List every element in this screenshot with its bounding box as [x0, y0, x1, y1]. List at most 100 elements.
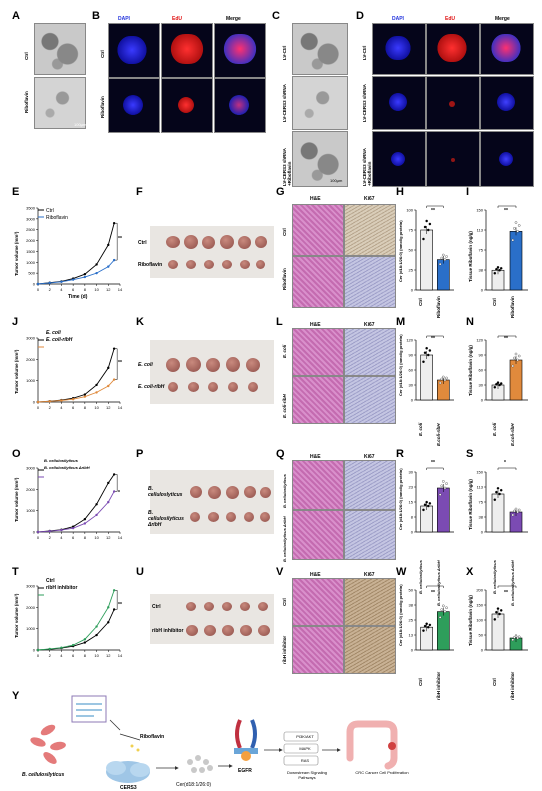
col-ki67: Ki67 [364, 454, 375, 460]
x-tick-label: 14 [118, 653, 123, 658]
y-tick-label: 2000 [26, 605, 36, 610]
y-tick-label: 90 [479, 353, 484, 358]
he-ecoli [292, 328, 344, 376]
x-tick-label: 14 [118, 287, 123, 292]
data-point [107, 384, 110, 388]
cer-bar-chart-r: 0 8 15 23 30 [409, 467, 454, 535]
data-point [112, 347, 116, 350]
legend-ribh-inhibitor: ribH inhibitor [46, 585, 78, 591]
merge-lv-ctrl [480, 23, 534, 75]
tumor-photo-p [150, 470, 274, 534]
row-label-ctrl: Ctrl [138, 240, 147, 246]
data-point [516, 358, 519, 362]
x-tick-label: 8 [84, 405, 87, 410]
row-label-riboflavin: Riboflavin [282, 268, 287, 290]
significance: ** [118, 360, 122, 366]
scale-label: 100µm [330, 178, 343, 183]
pathway-ras: RAS [300, 758, 310, 763]
x-label-riboflavin: Riboflavin [436, 296, 441, 318]
y-tick-label: 113 [477, 228, 484, 233]
data-point [495, 383, 498, 386]
data-point [496, 381, 500, 385]
x-tick-label: 12 [106, 287, 111, 292]
he-b-cellulosilyticus-ribh [292, 510, 344, 560]
panel-label-o: O [12, 448, 21, 460]
panel-label-y: Y [12, 690, 20, 702]
ki67-ctrl [344, 204, 396, 256]
row-label-lv-ctrl: LV-Ctrl [362, 45, 367, 60]
row-label-lv-cers3-ribo: LV-CERS3 shRNA +Riboflavin [282, 148, 292, 186]
data-point [83, 273, 87, 276]
data-point [71, 643, 75, 647]
y-tick-label: 1000 [26, 508, 36, 513]
tumor [255, 236, 267, 248]
data-point [422, 629, 425, 632]
tumor [166, 358, 180, 372]
x-tick-label: 2 [49, 535, 52, 540]
x-tick-label: 4 [60, 653, 63, 658]
significance: ** [118, 236, 122, 242]
tumor [204, 625, 216, 636]
data-point [112, 473, 116, 476]
significance: ** [504, 208, 508, 214]
data-point [499, 488, 503, 492]
y-tick-label: 25 [409, 618, 414, 623]
series-line [37, 223, 115, 285]
data-point [107, 265, 110, 268]
downstream-label: Downstream Signaling Pathways [286, 770, 328, 780]
tumor [258, 602, 268, 611]
row-label-ecoli-ribh: E. coli-ribH [282, 394, 287, 418]
data-point [95, 383, 98, 387]
x-tick-label: 0 [37, 405, 40, 410]
riboflavin-bar-chart-x: 0 50 100 150 200 [476, 585, 528, 653]
data-point [517, 224, 521, 227]
col-he: H&E [310, 454, 321, 460]
row-label-lv-cers3-ribo: LV-CERS3 shRNA +Riboflavin [362, 148, 372, 186]
y-tick-label: 1500 [26, 249, 36, 254]
edu-lv-ctrl [426, 23, 480, 75]
data-point [36, 648, 40, 652]
data-point [95, 513, 98, 517]
data-point [423, 225, 427, 229]
y-tick-label: 0 [33, 282, 36, 287]
x-tick-label: 4 [60, 287, 63, 292]
legend-ctrl: Ctrl [46, 578, 55, 584]
significance: * [504, 460, 506, 466]
data-point [428, 349, 432, 352]
outcome-label: CRC Cancer Cell Proliferation [355, 770, 409, 775]
tumor [220, 235, 234, 249]
x-label-ecoli: E. coli [492, 422, 497, 436]
tumor [190, 512, 200, 522]
edu-riboflavin [161, 78, 213, 133]
data-point [445, 606, 448, 610]
riboflavin-bar-chart-s: 0 38 75 113 150 [476, 467, 528, 535]
data-point [95, 391, 98, 394]
tumor-growth-chart-t: 0 1000 2000 3000 0 2 4 6 8 10 12 14 [26, 584, 123, 659]
data-point [513, 356, 516, 360]
row-label-ecoli: E. coli [282, 344, 287, 358]
data-point [428, 623, 432, 627]
data-point [107, 481, 110, 485]
y-tick-label: 50 [409, 248, 414, 253]
data-point [438, 381, 442, 385]
data-point [428, 502, 432, 505]
data-point [48, 400, 51, 403]
x-axis-label: Time (d) [68, 294, 88, 300]
significance-bracket [115, 474, 118, 492]
y-tick-label: 3000 [26, 216, 36, 221]
panel-label-i: I [466, 186, 470, 198]
tumor [204, 260, 214, 269]
tumor [246, 358, 260, 372]
x-tick-label: 6 [72, 405, 75, 410]
panel-label-r: R [396, 448, 404, 460]
ceramide-label: Cer(d18:1/26:0) [176, 782, 212, 788]
data-point [83, 275, 87, 279]
y-axis-label: Tissue Riboflavin (ng/g) [468, 479, 473, 530]
significance-bracket [426, 467, 444, 470]
x-label-riboflavin: Riboflavin [510, 296, 515, 318]
data-point [445, 482, 448, 485]
data-point [107, 243, 110, 247]
x-tick-label: 10 [94, 405, 99, 410]
y-tick-label: 0 [481, 648, 484, 653]
bacteria-icon [30, 724, 66, 764]
